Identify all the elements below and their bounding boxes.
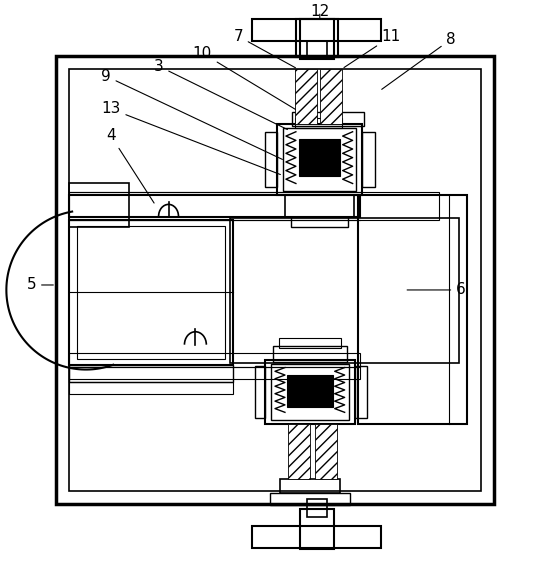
Bar	[285, 195, 354, 217]
Bar	[230, 218, 459, 363]
Bar	[288, 425, 310, 479]
Bar	[315, 425, 337, 479]
Text: 11: 11	[344, 29, 401, 68]
Text: 8: 8	[382, 32, 456, 90]
Bar	[270, 493, 350, 505]
Bar	[273, 346, 346, 361]
Bar	[296, 19, 314, 57]
Bar	[69, 220, 233, 365]
Bar	[69, 184, 129, 227]
Bar	[69, 352, 360, 367]
Bar	[299, 138, 340, 176]
Text: 5: 5	[26, 278, 53, 293]
Bar	[291, 217, 348, 227]
Bar	[283, 128, 356, 191]
Text: 12: 12	[310, 4, 329, 19]
Bar	[361, 132, 376, 187]
Bar	[277, 124, 361, 195]
Text: 6: 6	[407, 283, 466, 297]
Bar	[307, 499, 327, 517]
Bar	[69, 365, 233, 382]
Bar	[265, 132, 277, 187]
Bar	[358, 195, 467, 425]
Bar	[287, 374, 333, 408]
Bar	[300, 19, 334, 59]
Bar	[69, 195, 360, 217]
Bar	[69, 382, 233, 395]
Text: 13: 13	[101, 101, 280, 175]
Text: 10: 10	[192, 46, 295, 109]
Text: 4: 4	[106, 128, 154, 203]
Text: 7: 7	[233, 29, 295, 68]
Bar	[292, 112, 364, 126]
Bar	[69, 69, 481, 491]
Bar	[295, 118, 342, 128]
Bar	[355, 365, 366, 418]
Bar	[295, 69, 317, 124]
Text: 3: 3	[153, 59, 288, 129]
Text: 9: 9	[101, 69, 283, 159]
Bar	[279, 338, 340, 348]
Bar	[69, 193, 439, 220]
Bar	[300, 509, 334, 549]
Bar	[69, 367, 360, 378]
Bar	[77, 226, 226, 359]
Bar	[252, 19, 382, 41]
Bar	[265, 360, 355, 425]
Bar	[307, 41, 327, 59]
Bar	[280, 479, 340, 493]
Bar	[255, 365, 265, 418]
Bar	[271, 364, 349, 421]
Bar	[252, 526, 382, 548]
Bar	[320, 19, 338, 57]
Bar	[56, 56, 494, 504]
Bar	[320, 69, 342, 124]
